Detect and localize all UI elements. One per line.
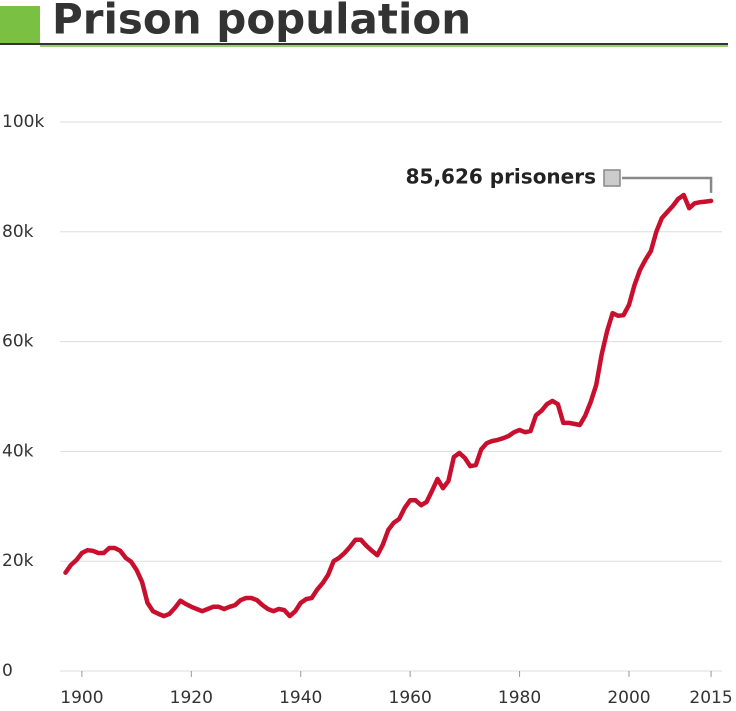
x-tick-label: 2000 bbox=[607, 688, 650, 708]
y-tick-label: 100k bbox=[2, 112, 44, 132]
y-tick-label: 60k bbox=[2, 332, 34, 352]
annotation-marker bbox=[603, 169, 621, 187]
x-tick-label: 1960 bbox=[389, 688, 432, 708]
data-line bbox=[63, 192, 714, 619]
x-tick-label: 1980 bbox=[498, 688, 541, 708]
y-tick-label: 20k bbox=[2, 551, 34, 571]
y-tick-label: 80k bbox=[2, 222, 34, 242]
x-tick-label: 1920 bbox=[170, 688, 213, 708]
y-tick-label: 40k bbox=[2, 441, 34, 461]
annotation-connector bbox=[622, 176, 713, 193]
x-tick-label: 2015 bbox=[689, 688, 732, 708]
title-marker bbox=[0, 6, 40, 44]
y-tick-label: 0 bbox=[2, 661, 13, 681]
x-tick-label: 1940 bbox=[279, 688, 322, 708]
annotation-label: 85,626 prisoners bbox=[406, 165, 596, 189]
chart-title: Prison population bbox=[52, 0, 471, 44]
x-tick-label: 1900 bbox=[60, 688, 103, 708]
